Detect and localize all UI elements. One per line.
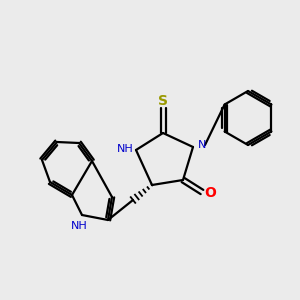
Text: NH: NH — [117, 144, 134, 154]
Text: N: N — [198, 140, 206, 150]
Text: NH: NH — [70, 221, 87, 231]
Text: O: O — [204, 186, 216, 200]
Text: S: S — [158, 94, 168, 108]
